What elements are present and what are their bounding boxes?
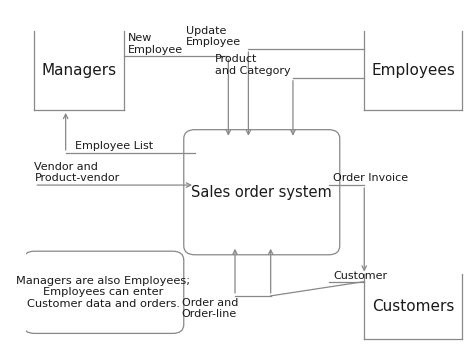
Text: Sales order system: Sales order system (191, 185, 332, 200)
FancyBboxPatch shape (184, 130, 340, 255)
Text: Update
Employee: Update Employee (186, 26, 241, 48)
Text: Managers are also Employees;
Employees can enter
Customer data and orders.: Managers are also Employees; Employees c… (17, 276, 191, 309)
Text: Order Invoice: Order Invoice (333, 173, 408, 183)
Text: Customers: Customers (372, 299, 455, 314)
Text: Employees: Employees (371, 63, 455, 78)
Text: Employee List: Employee List (74, 141, 153, 151)
Text: Vendor and
Product-vendor: Vendor and Product-vendor (35, 162, 120, 183)
Text: Managers: Managers (41, 63, 117, 78)
Text: Order and
Order-line: Order and Order-line (182, 298, 238, 319)
Text: New
Employee: New Employee (128, 33, 183, 54)
Text: Customer: Customer (333, 270, 387, 281)
Text: Product
and Category: Product and Category (215, 54, 291, 76)
FancyBboxPatch shape (23, 251, 184, 333)
